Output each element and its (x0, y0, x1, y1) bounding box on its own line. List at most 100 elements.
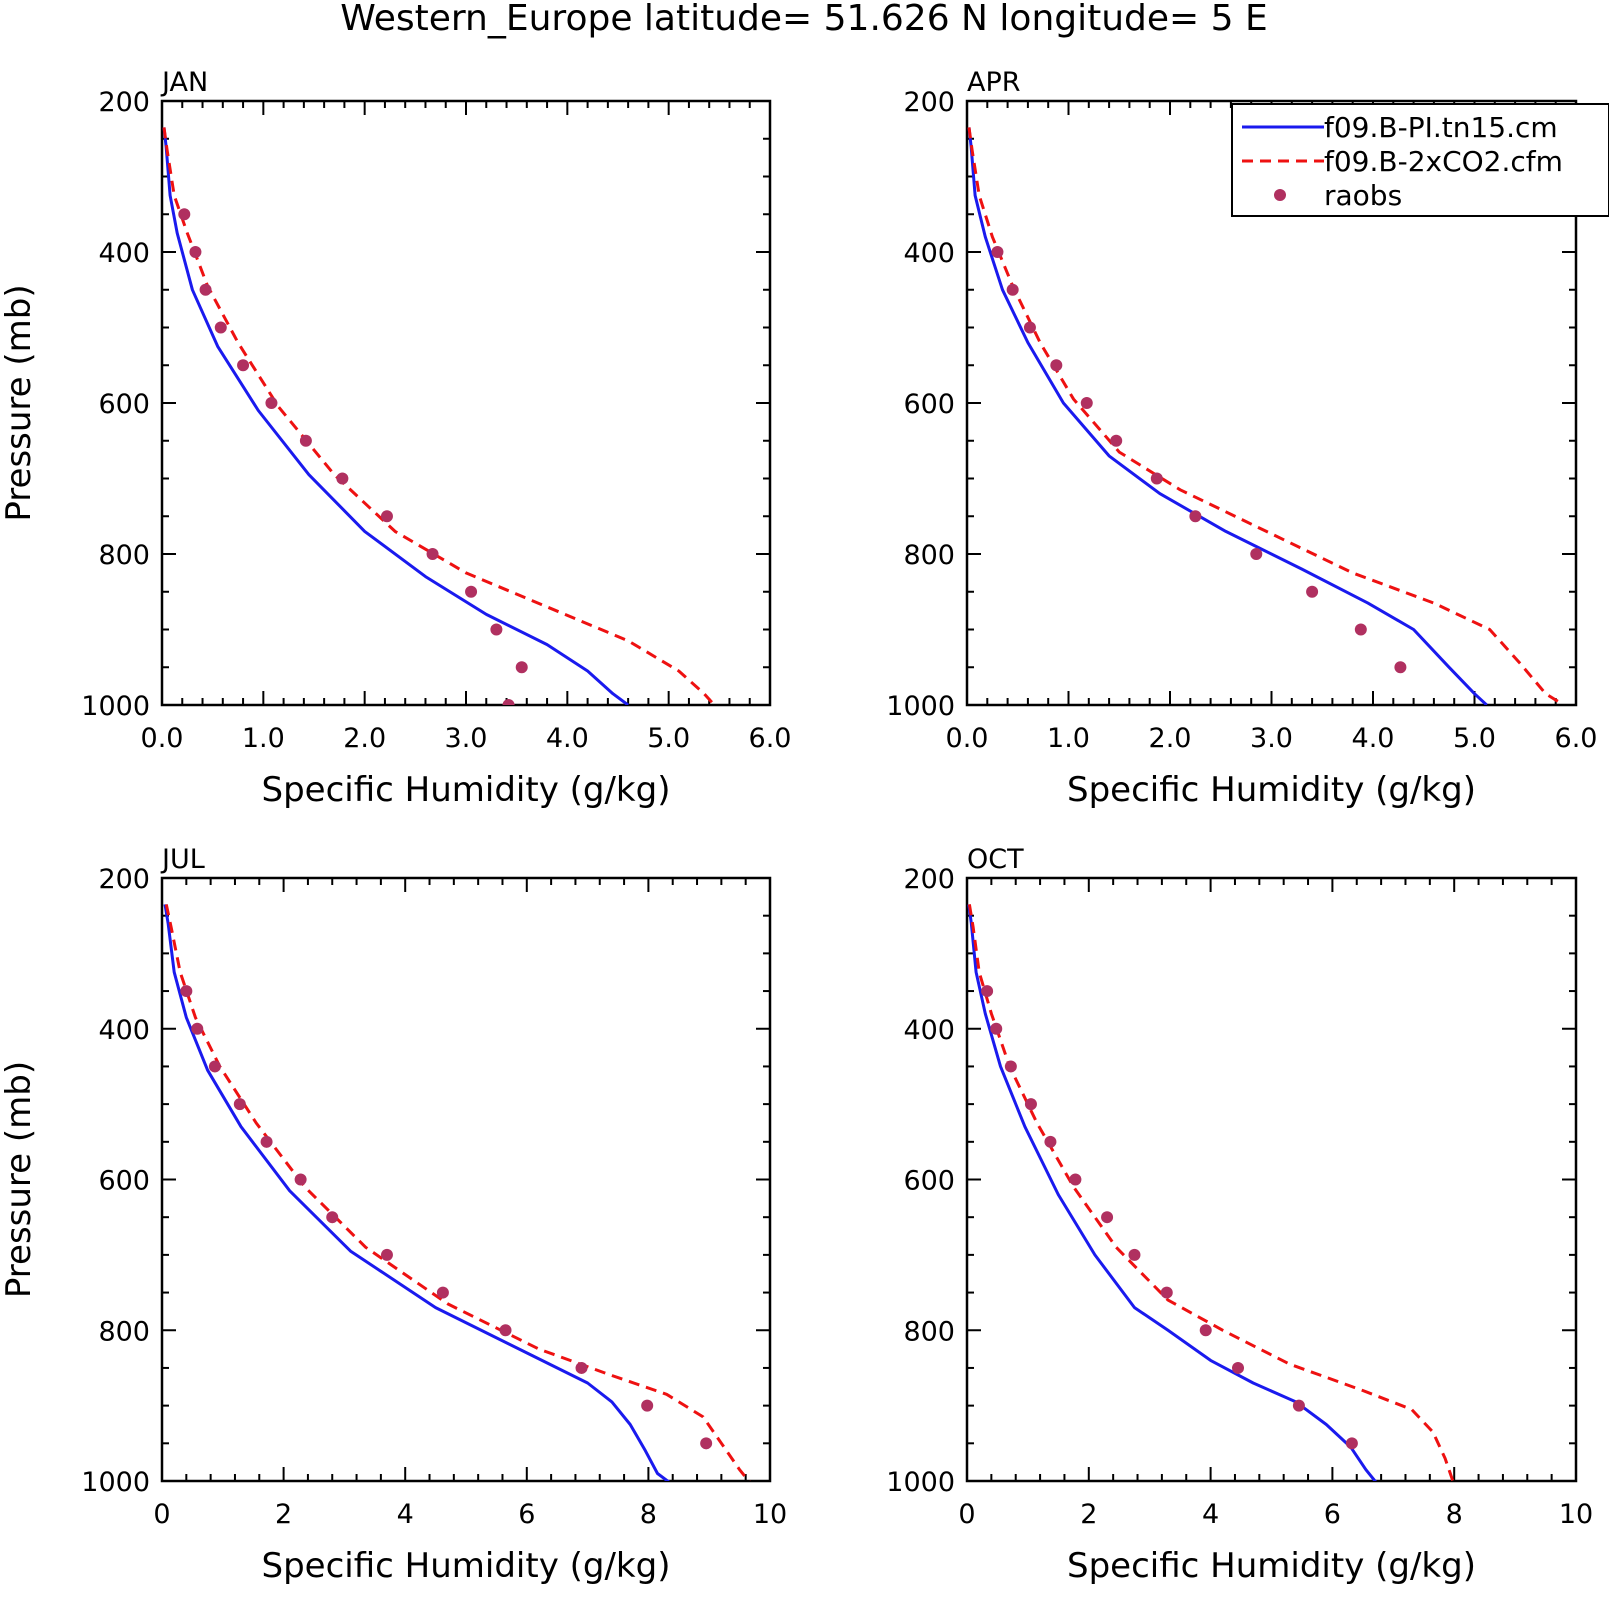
raobs-point (426, 548, 439, 560)
y-tick-label: 1000 (81, 1467, 150, 1498)
panel-label: JUL (160, 844, 205, 875)
raobs-point (380, 1248, 393, 1261)
raobs-point (294, 1173, 307, 1186)
raobs-point (1006, 283, 1019, 296)
raobs-point (1345, 1437, 1358, 1450)
raobs-point (336, 472, 349, 485)
raobs-point (1354, 623, 1367, 636)
series-group (163, 904, 751, 1481)
raobs-point (180, 985, 193, 998)
raobs-point (1024, 1098, 1037, 1111)
raobs-point (641, 1399, 654, 1412)
panel-apr: APR 0.0 1.0 2.0 3.0 4.0 5.0 6.0 200 400 600 800 1000… (886, 67, 1597, 810)
raobs-point (1189, 510, 1202, 523)
y-tick-label: 800 (903, 1316, 955, 1347)
raobs-point (237, 359, 250, 372)
x-tick-label: 5.0 (1453, 723, 1496, 754)
x-axis-label: Specific Humidity (g/kg) (262, 770, 671, 810)
y-tick-label: 600 (98, 1166, 150, 1197)
panel-label: JAN (160, 67, 208, 98)
x-tick-label: 6.0 (1555, 723, 1598, 754)
panel-jan: JAN 0.0 1.0 2.0 3.0 4.0 5.0 6.0 200 400 600 800 1000… (0, 67, 791, 810)
raobs-point (1232, 1361, 1245, 1374)
x-tick-label: 1.0 (242, 723, 285, 754)
legend-box (1231, 103, 1609, 217)
raobs-point (299, 434, 312, 447)
raobs-point (981, 985, 994, 998)
y-tick-label: 800 (98, 540, 150, 571)
y-tick-label: 200 (98, 87, 150, 118)
x-tick-label: 0 (958, 1499, 975, 1530)
series-group (162, 127, 716, 705)
x-axis-label: Specific Humidity (g/kg) (1067, 770, 1476, 810)
x-tick-label: 5.0 (647, 723, 690, 754)
legend-marker-raobs (1274, 189, 1286, 201)
raobs-point (380, 510, 393, 523)
x-tick-label: 4.0 (1352, 723, 1395, 754)
raobs-point (700, 1437, 713, 1450)
x-tick-label: 8 (1446, 1499, 1463, 1530)
panel-oct: OCT 0 2 4 6 8 10 200 400 600 800 1000 Specific Humid… (886, 844, 1593, 1586)
legend-entry-label: raobs (1324, 179, 1402, 212)
plot-frame (160, 876, 772, 1483)
x-tick-label: 2 (1080, 1499, 1097, 1530)
x-tick-label: 4.0 (546, 723, 589, 754)
raobs-point (1101, 1211, 1114, 1224)
y-tick-label: 400 (903, 238, 955, 269)
figure-title: Western_Europe latitude= 51.626 N longit… (340, 0, 1268, 39)
y-tick-label: 400 (98, 1015, 150, 1046)
raobs-point (233, 1098, 246, 1111)
x-tick-label: 1.0 (1047, 723, 1090, 754)
x-tick-label: 6 (1324, 1499, 1341, 1530)
raobs-point (1044, 1135, 1057, 1148)
x-tick-label: 10 (1559, 1499, 1593, 1530)
raobs-point (1128, 1248, 1141, 1261)
x-tick-label: 2.0 (343, 723, 386, 754)
x-tick-label: 2.0 (1149, 723, 1192, 754)
raobs-point (1080, 397, 1093, 409)
raobs-point (1110, 434, 1123, 447)
raobs-point (499, 1324, 512, 1337)
y-axis-label: Pressure (mb) (0, 1061, 39, 1298)
raobs-point (1160, 1286, 1173, 1299)
x-tick-label: 10 (753, 1499, 787, 1530)
pi-series-line (162, 127, 629, 705)
y-tick-label: 400 (98, 238, 150, 269)
series-group (967, 904, 1455, 1481)
raobs-point (208, 1060, 221, 1073)
x-tick-label: 0 (153, 1499, 170, 1530)
raobs-point (199, 283, 212, 296)
panel-label: OCT (967, 844, 1024, 875)
x-axis-label: Specific Humidity (g/kg) (1067, 1546, 1476, 1586)
raobs-point (178, 208, 191, 221)
pi-series-line (163, 904, 671, 1481)
x-tick-label: 0.0 (946, 723, 989, 754)
raobs-point (502, 699, 515, 705)
raobs-point (490, 623, 503, 636)
x-tick-label: 4 (1202, 1499, 1219, 1530)
y-tick-label: 1000 (886, 1467, 955, 1498)
raobs-point (191, 1022, 204, 1035)
y-tick-label: 800 (98, 1316, 150, 1347)
x-tick-label: 6.0 (749, 723, 792, 754)
pi-series-line (967, 127, 1488, 705)
raobs-point (991, 246, 1004, 258)
co2-series-line (967, 904, 1455, 1481)
panel-label: APR (967, 67, 1021, 98)
y-tick-label: 1000 (886, 691, 955, 722)
legend-entry-label: f09.B-2xCO2.cfm (1324, 145, 1563, 178)
raobs-point (326, 1211, 339, 1224)
raobs-point (1199, 1324, 1212, 1337)
x-tick-label: 4 (397, 1499, 414, 1530)
raobs-point (265, 397, 278, 409)
legend-entry-label: f09.B-PI.tn15.cm (1324, 111, 1558, 144)
co2-series-line (967, 127, 1565, 705)
raobs-point (1023, 321, 1036, 334)
x-tick-label: 8 (640, 1499, 657, 1530)
y-tick-label: 400 (903, 1015, 955, 1046)
raobs-point (1306, 585, 1319, 598)
panel-jul: JUL 0 2 4 6 8 10 200 400 600 800 1000 Specific Humid… (0, 844, 787, 1586)
y-tick-label: 600 (903, 1166, 955, 1197)
